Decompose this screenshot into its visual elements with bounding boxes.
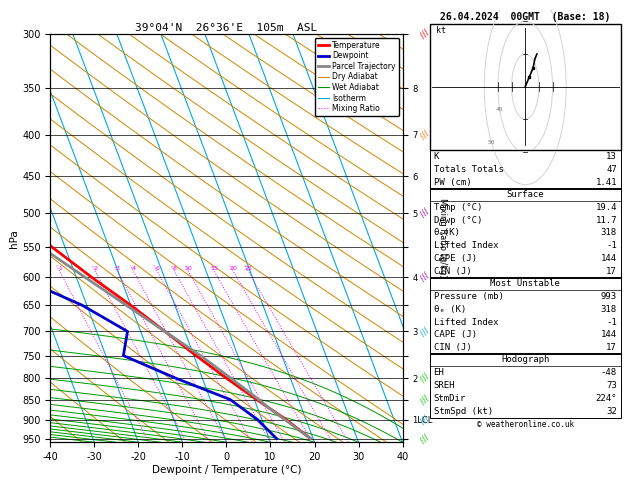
X-axis label: Dewpoint / Temperature (°C): Dewpoint / Temperature (°C)	[152, 465, 301, 475]
Text: -1: -1	[606, 317, 617, 327]
Text: θₑ(K): θₑ(K)	[433, 228, 460, 237]
Bar	[430, 353, 621, 417]
Bar	[430, 24, 621, 150]
Text: ///: ///	[418, 325, 431, 338]
Text: ///: ///	[418, 207, 431, 220]
Text: 50: 50	[488, 140, 496, 145]
Text: ///: ///	[418, 414, 431, 426]
Bar	[430, 188, 621, 278]
Text: SREH: SREH	[433, 381, 455, 390]
Text: Lifted Index: Lifted Index	[433, 317, 498, 327]
Text: Temp (°C): Temp (°C)	[433, 203, 482, 212]
Text: 6: 6	[155, 266, 159, 271]
Title: 39°04'N  26°36'E  105m  ASL: 39°04'N 26°36'E 105m ASL	[135, 23, 318, 33]
Y-axis label: hPa: hPa	[9, 229, 19, 247]
Text: EH: EH	[433, 368, 444, 377]
Text: 17: 17	[606, 343, 617, 352]
Text: -1: -1	[606, 241, 617, 250]
Text: Pressure (mb): Pressure (mb)	[433, 292, 503, 301]
Text: 3: 3	[115, 266, 120, 271]
Text: ///: ///	[418, 393, 431, 406]
Text: 17: 17	[606, 267, 617, 276]
Text: PW (cm): PW (cm)	[433, 178, 471, 187]
Text: ///: ///	[418, 271, 431, 283]
Text: ///: ///	[418, 28, 431, 40]
Text: 1: 1	[58, 266, 62, 271]
Text: ///: ///	[418, 129, 431, 141]
Text: CAPE (J): CAPE (J)	[433, 254, 477, 263]
Text: StmDir: StmDir	[433, 394, 466, 403]
Text: 47: 47	[606, 165, 617, 174]
Y-axis label: Mixing Ratio (g/kg): Mixing Ratio (g/kg)	[438, 198, 447, 278]
Bar	[430, 150, 621, 189]
Text: 318: 318	[601, 228, 617, 237]
Text: ///: ///	[418, 433, 431, 445]
Text: 144: 144	[601, 330, 617, 339]
Text: CAPE (J): CAPE (J)	[433, 330, 477, 339]
Bar	[430, 277, 621, 354]
Text: 26.04.2024  00GMT  (Base: 18): 26.04.2024 00GMT (Base: 18)	[440, 12, 610, 22]
Text: 32: 32	[606, 407, 617, 416]
Text: 19.4: 19.4	[596, 203, 617, 212]
Text: 4: 4	[131, 266, 136, 271]
Text: 25: 25	[245, 266, 252, 271]
Text: 11.7: 11.7	[596, 215, 617, 225]
Text: CIN (J): CIN (J)	[433, 343, 471, 352]
Text: StmSpd (kt): StmSpd (kt)	[433, 407, 493, 416]
Text: 1.41: 1.41	[596, 178, 617, 187]
Text: 318: 318	[601, 305, 617, 313]
Text: 144: 144	[601, 254, 617, 263]
Legend: Temperature, Dewpoint, Parcel Trajectory, Dry Adiabat, Wet Adiabat, Isotherm, Mi: Temperature, Dewpoint, Parcel Trajectory…	[314, 38, 399, 116]
Text: 13: 13	[606, 152, 617, 161]
Text: ///: ///	[418, 372, 431, 384]
Text: CIN (J): CIN (J)	[433, 267, 471, 276]
Text: Most Unstable: Most Unstable	[490, 279, 560, 288]
Text: K: K	[433, 152, 439, 161]
Text: Totals Totals: Totals Totals	[433, 165, 503, 174]
Text: 15: 15	[211, 266, 218, 271]
Text: 8: 8	[173, 266, 177, 271]
Text: 2: 2	[93, 266, 97, 271]
Text: 20: 20	[230, 266, 237, 271]
Text: 224°: 224°	[596, 394, 617, 403]
Text: Lifted Index: Lifted Index	[433, 241, 498, 250]
Text: -48: -48	[601, 368, 617, 377]
Text: kt: kt	[435, 26, 445, 35]
Text: Hodograph: Hodograph	[501, 355, 549, 364]
Text: 10: 10	[184, 266, 192, 271]
Text: 73: 73	[606, 381, 617, 390]
Text: Dewp (°C): Dewp (°C)	[433, 215, 482, 225]
Text: θₑ (K): θₑ (K)	[433, 305, 466, 313]
Text: 40: 40	[496, 106, 503, 112]
Text: © weatheronline.co.uk: © weatheronline.co.uk	[477, 419, 574, 429]
Text: 993: 993	[601, 292, 617, 301]
Text: Surface: Surface	[506, 190, 544, 199]
